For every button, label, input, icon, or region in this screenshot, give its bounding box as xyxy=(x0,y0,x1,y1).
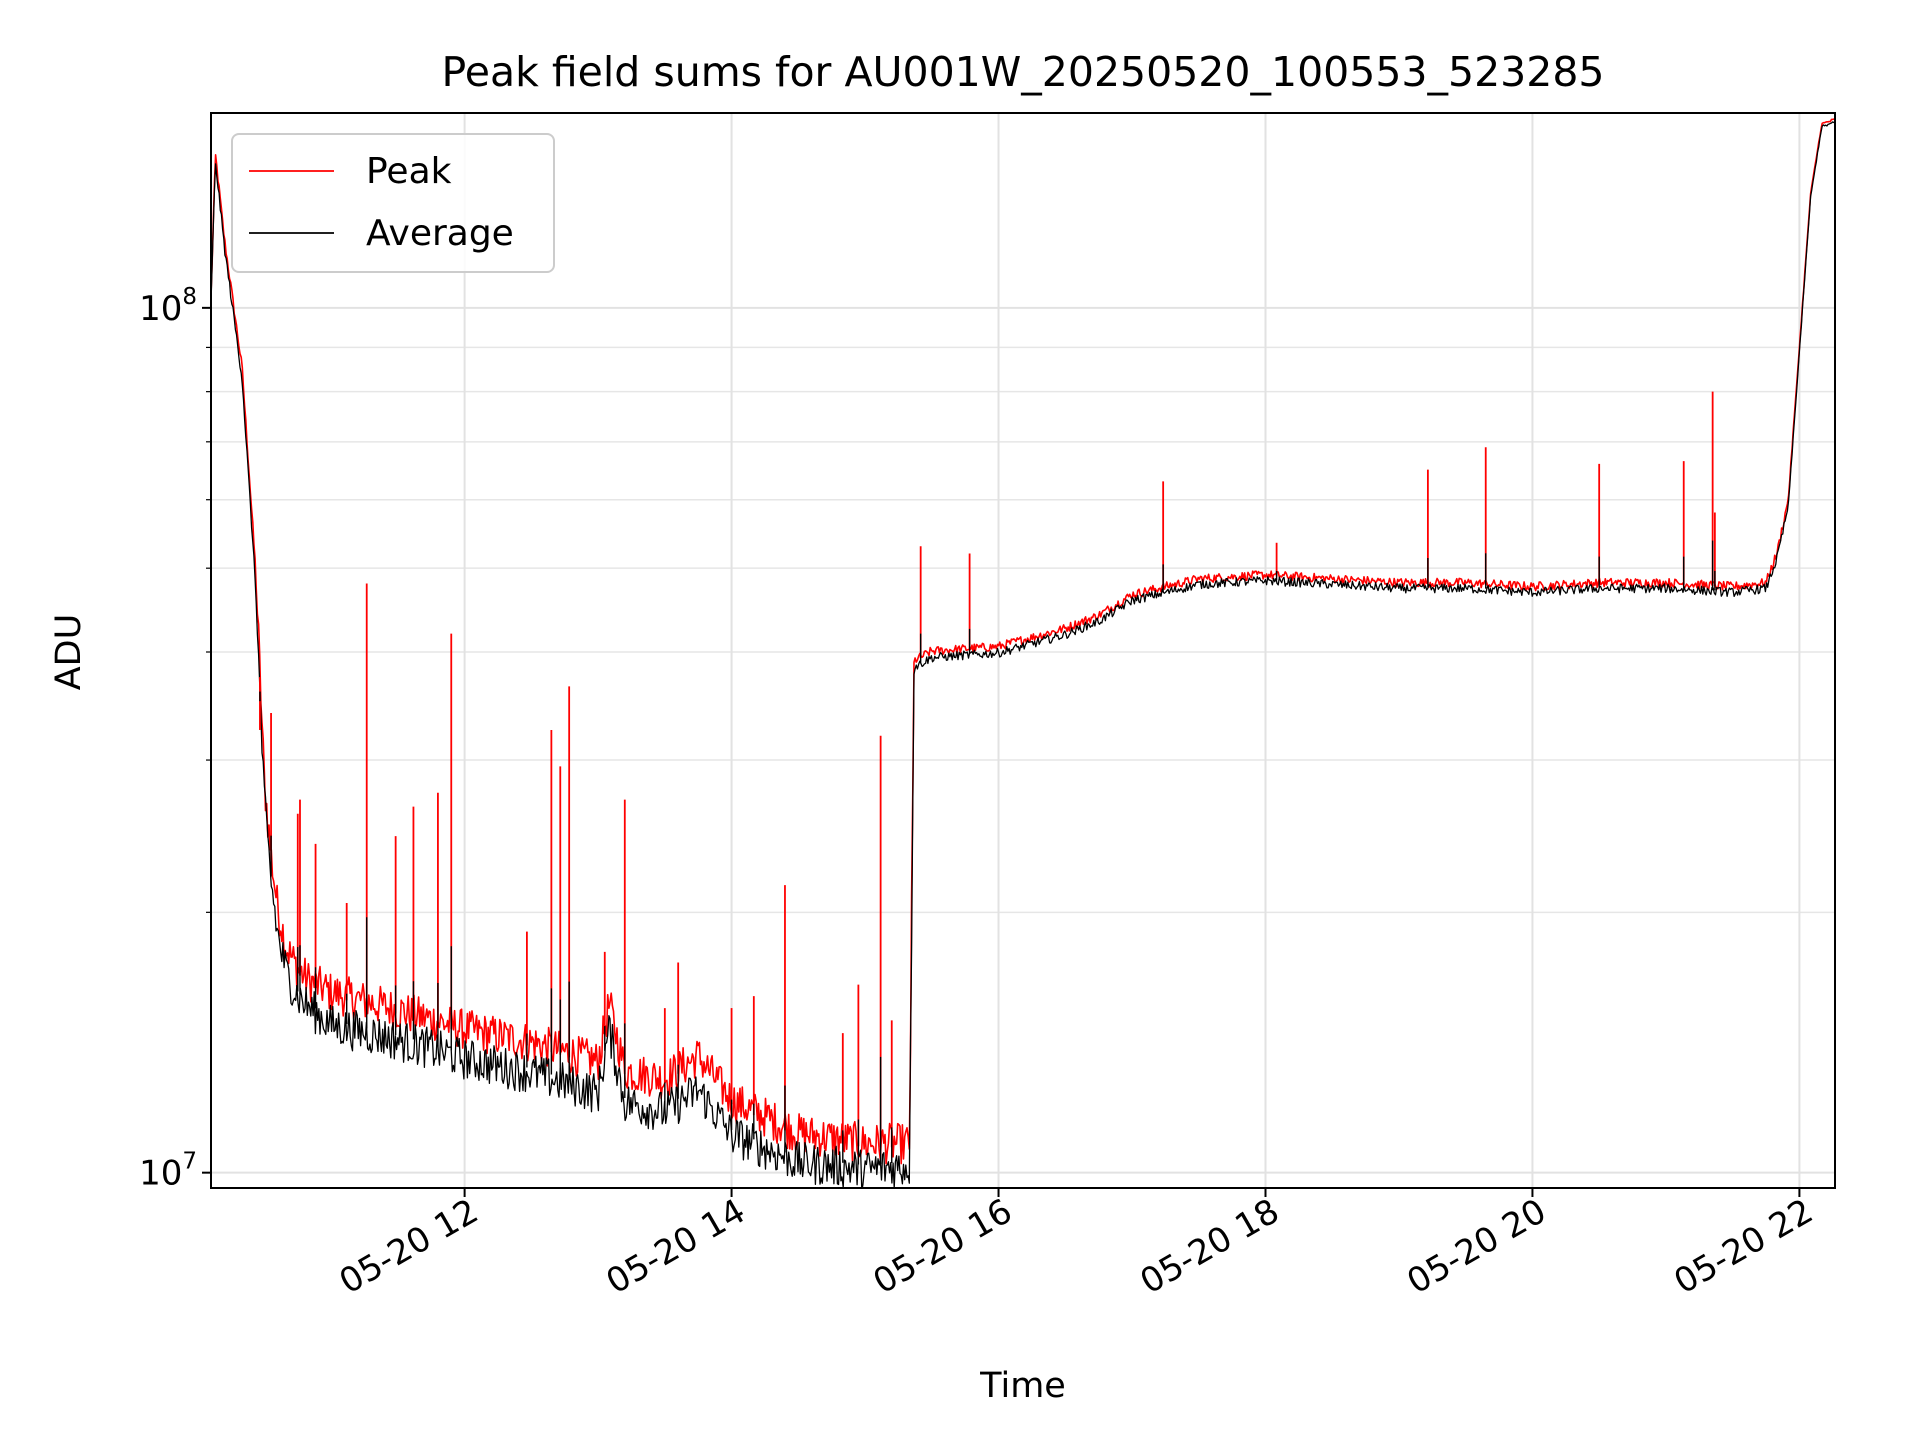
series-layer xyxy=(211,117,1835,1188)
legend-box xyxy=(231,133,555,273)
legend: Peak Average xyxy=(231,133,555,273)
legend-label-average: Average xyxy=(366,213,514,254)
plot-frame xyxy=(210,112,1836,1189)
series-line-average xyxy=(211,121,1835,1188)
grid xyxy=(211,113,1835,1188)
y-tick-label: 107 xyxy=(139,1149,197,1194)
y-tick-label: 108 xyxy=(139,284,197,329)
y-axis-label: ADU xyxy=(49,614,89,691)
y-axis: 107 108 xyxy=(139,284,211,1194)
legend-label-peak: Peak xyxy=(366,151,452,192)
x-axis-label: Time xyxy=(979,1366,1066,1406)
chart-title: Peak field sums for AU001W_20250520_1005… xyxy=(441,48,1604,96)
